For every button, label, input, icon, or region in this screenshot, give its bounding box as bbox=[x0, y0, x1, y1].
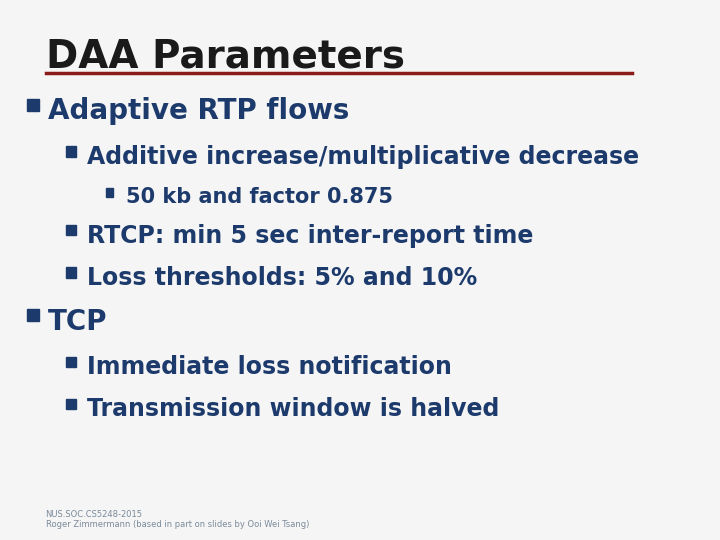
Bar bbox=[66, 146, 76, 157]
Bar bbox=[66, 399, 76, 409]
Text: TCP: TCP bbox=[48, 308, 107, 336]
Text: Additive increase/multiplicative decrease: Additive increase/multiplicative decreas… bbox=[86, 145, 639, 168]
Bar bbox=[27, 99, 39, 111]
Bar bbox=[66, 225, 76, 235]
Text: Loss thresholds: 5% and 10%: Loss thresholds: 5% and 10% bbox=[86, 266, 477, 289]
Bar bbox=[66, 267, 76, 278]
Text: Transmission window is halved: Transmission window is halved bbox=[86, 397, 499, 421]
Text: 50 kb and factor 0.875: 50 kb and factor 0.875 bbox=[126, 187, 393, 207]
Bar bbox=[27, 309, 39, 321]
Text: DAA Parameters: DAA Parameters bbox=[45, 38, 405, 76]
Text: Adaptive RTP flows: Adaptive RTP flows bbox=[48, 97, 349, 125]
Bar bbox=[66, 357, 76, 367]
Text: NUS.SOC.CS5248-2015
Roger Zimmermann (based in part on slides by Ooi Wei Tsang): NUS.SOC.CS5248-2015 Roger Zimmermann (ba… bbox=[45, 510, 309, 529]
Bar bbox=[106, 188, 113, 197]
Text: RTCP: min 5 sec inter-report time: RTCP: min 5 sec inter-report time bbox=[86, 224, 533, 247]
Text: Immediate loss notification: Immediate loss notification bbox=[86, 355, 451, 379]
